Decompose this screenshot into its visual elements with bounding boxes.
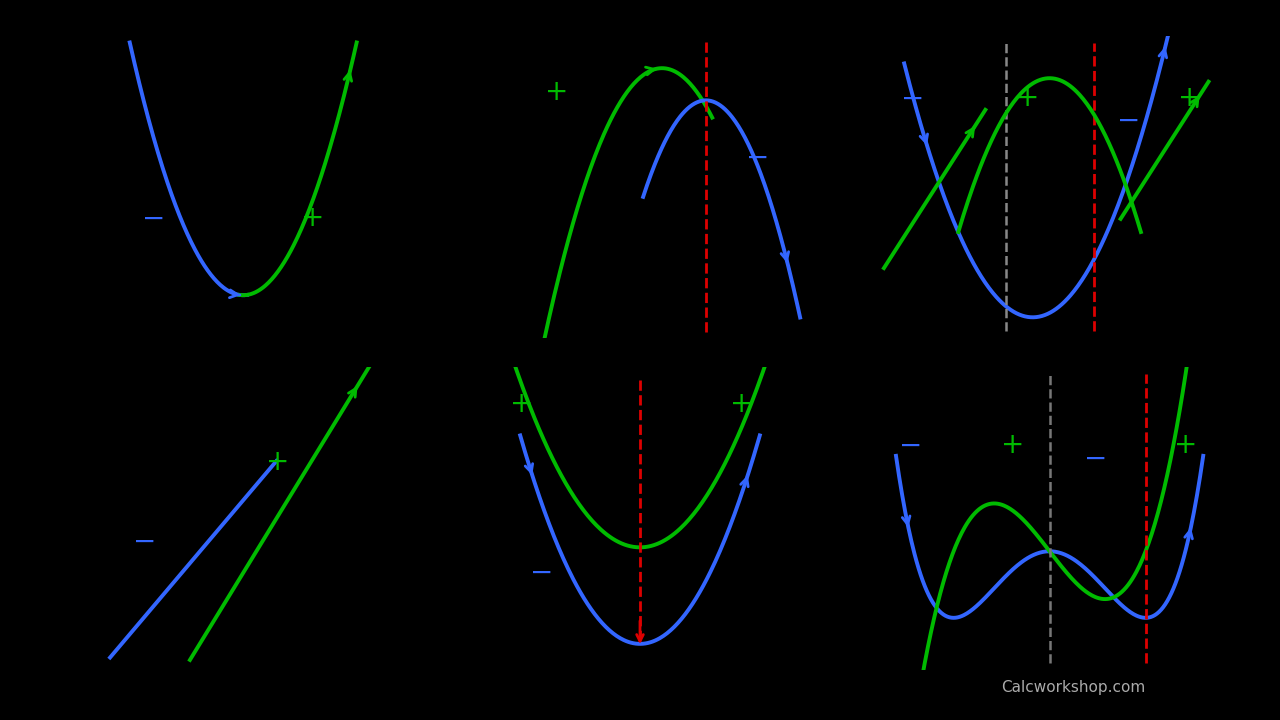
Text: $-$: $-$ — [141, 204, 164, 232]
Text: $+$: $+$ — [1178, 84, 1199, 112]
Text: $-$: $-$ — [132, 526, 155, 554]
Text: $+$: $+$ — [728, 390, 751, 418]
Text: $-$: $-$ — [745, 143, 767, 171]
Text: $+$: $+$ — [1172, 431, 1196, 459]
Text: $+$: $+$ — [544, 78, 567, 107]
Text: Calcworkshop.com: Calcworkshop.com — [1001, 680, 1146, 695]
Text: $-$: $-$ — [1116, 105, 1138, 133]
Text: $-$: $-$ — [529, 557, 552, 585]
Text: $-$: $-$ — [900, 84, 922, 112]
Text: $+$: $+$ — [1015, 84, 1037, 112]
Text: $+$: $+$ — [509, 390, 531, 418]
Text: $-$: $-$ — [897, 431, 920, 459]
Text: $+$: $+$ — [1000, 431, 1023, 459]
Text: $+$: $+$ — [265, 448, 288, 476]
Text: $-$: $-$ — [1083, 444, 1106, 472]
Text: $+$: $+$ — [300, 204, 323, 232]
